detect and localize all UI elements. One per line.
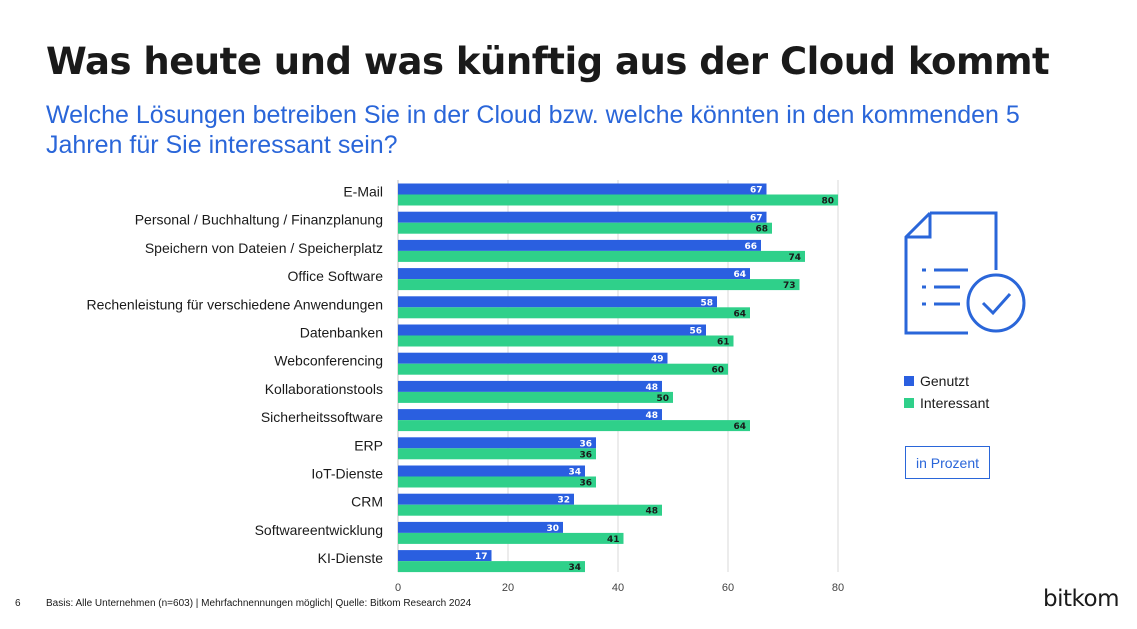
bitkom-logo: bitkom bbox=[1043, 586, 1119, 612]
data-label-genutzt: 30 bbox=[546, 524, 559, 534]
data-label-genutzt: 58 bbox=[700, 298, 713, 308]
bar-genutzt bbox=[398, 183, 767, 195]
category-label: Personal / Buchhaltung / Finanzplanung bbox=[135, 212, 383, 228]
bar-interessant bbox=[398, 420, 750, 432]
category-label: Office Software bbox=[288, 268, 384, 284]
category-label: ERP bbox=[354, 437, 383, 453]
data-label-interessant: 73 bbox=[783, 281, 796, 291]
category-label: Speichern von Dateien / Speicherplatz bbox=[145, 240, 383, 256]
data-label-genutzt: 56 bbox=[689, 327, 702, 337]
data-label-genutzt: 32 bbox=[557, 496, 570, 506]
bar-genutzt bbox=[398, 550, 492, 562]
bar-interessant bbox=[398, 250, 805, 262]
data-label-interessant: 74 bbox=[788, 253, 801, 263]
data-label-interessant: 36 bbox=[579, 450, 592, 460]
x-tick-label: 60 bbox=[722, 582, 734, 594]
legend-swatch-genutzt bbox=[904, 376, 914, 386]
data-label-genutzt: 48 bbox=[645, 383, 658, 393]
data-label-interessant: 64 bbox=[733, 309, 746, 319]
bar-interessant bbox=[398, 504, 662, 516]
page-title: Was heute und was künftig aus der Cloud … bbox=[46, 40, 1050, 83]
data-label-genutzt: 48 bbox=[645, 411, 658, 421]
bar-genutzt bbox=[398, 296, 717, 308]
x-tick-label: 20 bbox=[502, 582, 514, 594]
bar-interessant bbox=[398, 476, 596, 488]
category-label: Webconferencing bbox=[274, 353, 383, 369]
data-label-interessant: 41 bbox=[607, 535, 620, 545]
category-label: Rechenleistung für verschiedene Anwendun… bbox=[86, 296, 383, 312]
data-label-interessant: 61 bbox=[717, 338, 730, 348]
bar-interessant bbox=[398, 391, 673, 403]
data-label-genutzt: 17 bbox=[475, 552, 488, 562]
bar-interessant bbox=[398, 279, 800, 291]
legend-label-interessant: Interessant bbox=[920, 395, 990, 411]
data-label-genutzt: 64 bbox=[733, 270, 746, 280]
bar-interessant bbox=[398, 532, 624, 544]
legend-item-interessant: Interessant bbox=[904, 392, 989, 414]
category-label: Softwareentwicklung bbox=[255, 522, 383, 538]
data-label-interessant: 68 bbox=[755, 225, 768, 235]
bar-genutzt bbox=[398, 437, 596, 449]
data-label-interessant: 34 bbox=[568, 563, 581, 573]
bar-genutzt bbox=[398, 380, 662, 392]
x-tick-label: 40 bbox=[612, 582, 624, 594]
data-label-interessant: 50 bbox=[656, 394, 669, 404]
data-label-genutzt: 67 bbox=[750, 186, 763, 196]
category-label: Sicherheitssoftware bbox=[261, 409, 383, 425]
data-label-interessant: 36 bbox=[579, 479, 592, 489]
data-label-interessant: 80 bbox=[821, 197, 834, 207]
bar-genutzt bbox=[398, 409, 662, 421]
bar-genutzt bbox=[398, 239, 761, 251]
unit-label: in Prozent bbox=[905, 446, 990, 479]
bar-genutzt bbox=[398, 465, 585, 477]
bar-interessant bbox=[398, 222, 772, 234]
bar-genutzt bbox=[398, 352, 668, 364]
data-label-genutzt: 36 bbox=[579, 439, 592, 449]
bar-interessant bbox=[398, 194, 838, 206]
x-tick-label: 80 bbox=[832, 582, 844, 594]
category-label: CRM bbox=[351, 494, 383, 510]
category-label: Datenbanken bbox=[300, 325, 383, 341]
category-label: KI-Dienste bbox=[318, 550, 384, 566]
bar-interessant bbox=[398, 363, 728, 375]
x-tick-label: 0 bbox=[395, 582, 401, 594]
data-label-genutzt: 34 bbox=[568, 468, 581, 478]
document-check-icon bbox=[904, 211, 1026, 335]
bar-interessant bbox=[398, 561, 585, 573]
bar-interessant bbox=[398, 335, 734, 347]
bar-genutzt bbox=[398, 268, 750, 280]
legend-item-genutzt: Genutzt bbox=[904, 370, 989, 392]
data-label-interessant: 48 bbox=[645, 507, 658, 517]
legend-swatch-interessant bbox=[904, 398, 914, 408]
data-label-interessant: 60 bbox=[711, 366, 724, 376]
bar-genutzt bbox=[398, 324, 706, 336]
legend-label-genutzt: Genutzt bbox=[920, 373, 970, 389]
data-label-genutzt: 49 bbox=[651, 355, 664, 365]
bar-interessant bbox=[398, 448, 596, 460]
data-label-genutzt: 67 bbox=[750, 214, 763, 224]
data-label-interessant: 64 bbox=[733, 422, 746, 432]
footer-source: Basis: Alle Unternehmen (n=603) | Mehrfa… bbox=[46, 598, 472, 609]
data-label-genutzt: 66 bbox=[744, 242, 757, 252]
bar-genutzt bbox=[398, 521, 563, 533]
legend: Genutzt Interessant bbox=[904, 370, 989, 414]
bar-genutzt bbox=[398, 493, 574, 505]
category-label: IoT-Dienste bbox=[311, 466, 383, 482]
page-subtitle: Welche Lösungen betreiben Sie in der Clo… bbox=[46, 101, 1020, 159]
page-number: 6 bbox=[15, 598, 21, 609]
category-label: E-Mail bbox=[343, 184, 383, 200]
bar-genutzt bbox=[398, 211, 767, 223]
bar-interessant bbox=[398, 307, 750, 319]
category-label: Kollaborationstools bbox=[265, 381, 383, 397]
